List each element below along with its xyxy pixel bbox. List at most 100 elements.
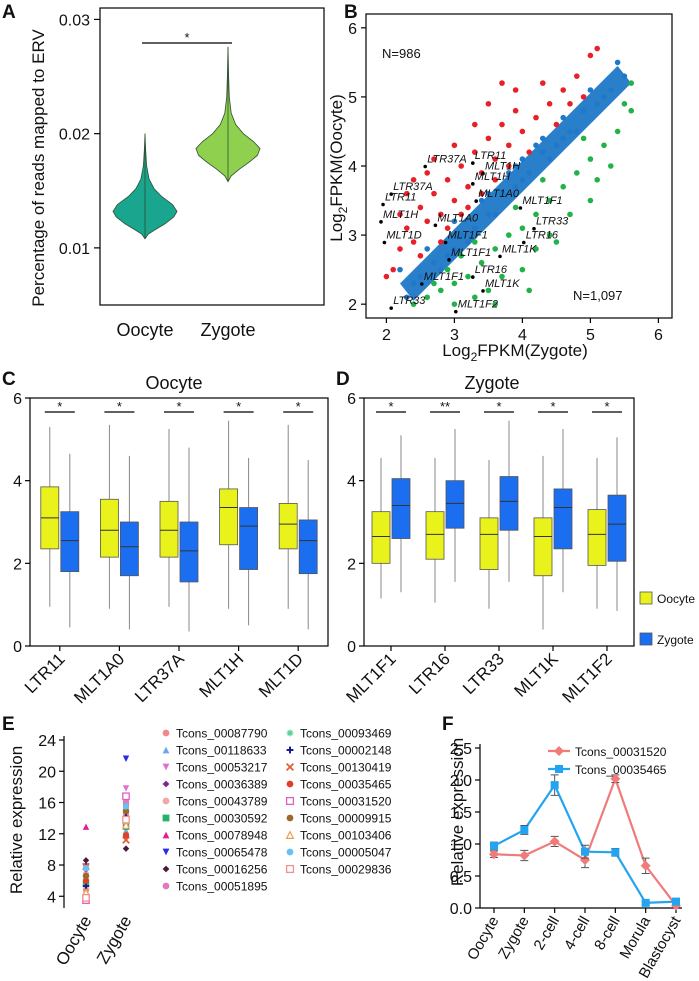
scatter-point <box>614 128 621 135</box>
scatter-point <box>485 287 492 294</box>
scatter-highlight-dot <box>433 223 438 228</box>
scatter-point <box>404 225 410 231</box>
scatter-point <box>465 183 471 190</box>
sig-star: * <box>296 399 301 414</box>
scatter-point <box>567 211 573 218</box>
scatter-point <box>594 101 600 107</box>
sig-star: ** <box>440 399 450 414</box>
panel-f: F Relative expression 0.0 0.5 1.0 1.5 2.0 2.5… <box>442 714 685 981</box>
line-point <box>549 836 560 847</box>
scatter-point <box>451 246 458 252</box>
box-zygote <box>120 521 139 577</box>
dot-tcons_00029836 <box>82 893 90 902</box>
box-zygote <box>179 521 199 583</box>
scatter-point <box>424 218 431 225</box>
scatter-label: MLT1F2 <box>458 299 498 311</box>
scatter-highlight-dot <box>389 192 394 196</box>
scatter-point <box>478 259 485 266</box>
panel-b-points <box>383 45 634 307</box>
y-tick-label: 1.0 <box>450 837 472 854</box>
scatter-point <box>451 142 458 149</box>
scatter-point <box>465 239 471 245</box>
legend-marker <box>286 729 294 737</box>
scatter-point <box>451 218 458 225</box>
scatter-point <box>417 204 424 211</box>
panel-c: C Oocyte 0 2 4 6 * LTR11 * MLT1A0 * LTR37A * MLT1H *… <box>2 369 329 707</box>
scatter-point <box>560 87 566 93</box>
scatter-label: MLT1H <box>475 171 510 183</box>
scatter-point <box>512 163 519 169</box>
legend-marker <box>554 746 564 756</box>
sig-star: * <box>604 399 609 414</box>
box-zygote <box>499 476 519 531</box>
legend-marker <box>162 882 170 890</box>
scatter-point <box>390 266 397 273</box>
scatter-point <box>628 80 634 86</box>
y-tick-label: 20 <box>38 764 56 781</box>
legend-marker <box>555 765 563 773</box>
legend-label: Tcons_00051895 <box>176 880 268 894</box>
dot-tcons_00103406 <box>121 820 131 829</box>
scatter-point <box>533 246 539 252</box>
scatter-point <box>458 232 465 238</box>
y-tick-label: 16 <box>38 796 56 813</box>
scatter-point <box>567 101 573 107</box>
scatter-point <box>492 211 499 218</box>
scatter-point <box>574 128 580 135</box>
scatter-point <box>553 142 560 149</box>
scatter-label: MLT1F1 <box>424 271 464 283</box>
scatter-highlight-dot <box>481 171 485 176</box>
line-point <box>519 850 530 861</box>
scatter-highlight-dot <box>481 289 485 293</box>
scatter-point <box>404 190 410 197</box>
x-tick-label: 3 <box>450 327 459 344</box>
scatter-point <box>608 163 614 169</box>
scatter-point <box>567 128 573 135</box>
panel-a-ylabel: Percentage of reads mapped to ERV <box>29 29 48 307</box>
x-tick-label: MLT1A0 <box>70 649 128 707</box>
legend-marker <box>162 746 170 754</box>
legend-marker <box>285 830 295 840</box>
scatter-point <box>472 121 478 128</box>
dot-tcons_00053217 <box>122 785 130 792</box>
x-tick-label: LTR16 <box>405 649 454 698</box>
panel-c-letter: C <box>2 369 16 390</box>
scatter-point <box>438 239 444 245</box>
scatter-point <box>533 211 539 218</box>
legend-label: Tcons_00002148 <box>300 744 392 758</box>
scatter-point <box>478 190 485 197</box>
scatter-point <box>458 211 465 218</box>
scatter-point <box>628 107 634 114</box>
legend-marker <box>162 729 170 737</box>
scatter-point <box>485 211 492 218</box>
scatter-point <box>438 266 444 273</box>
scatter-label: MLT1A0 <box>437 212 479 224</box>
dot-tcons_00118633 <box>122 827 130 834</box>
line-point <box>581 847 589 856</box>
scatter-point <box>431 190 437 197</box>
sig-star: * <box>117 399 122 414</box>
panel-b-letter: B <box>344 2 358 23</box>
scatter-point <box>580 94 587 100</box>
box-zygote <box>60 511 80 572</box>
y-tick-label: 2 <box>13 556 22 573</box>
legend-label: Tcons_00009915 <box>300 812 392 826</box>
y-tick-label: 6 <box>13 391 22 408</box>
y-tick-label: 4 <box>47 889 56 906</box>
scatter-point <box>383 273 390 280</box>
x-tick-label: 4-cell <box>561 914 594 954</box>
legend-label: Tcons_00118633 <box>176 744 267 758</box>
panel-e-legend: Tcons_00087790 Tcons_00118633 Tcons_000532… <box>162 727 392 894</box>
y-tick-label: 4 <box>348 159 357 176</box>
scatter-point <box>601 142 607 149</box>
dot-tcons_00016256 <box>122 845 130 852</box>
x-tick-label: MLT1H <box>195 649 247 701</box>
scatter-label: MLT1H <box>485 160 520 172</box>
x-tick-label: 5 <box>586 327 595 344</box>
dot-tcons_00009915 <box>122 807 130 815</box>
legend-label: Tcons_00036389 <box>176 778 268 792</box>
scatter-highlight-dot <box>443 240 448 245</box>
scatter-point <box>546 197 553 204</box>
scatter-point <box>587 197 594 204</box>
